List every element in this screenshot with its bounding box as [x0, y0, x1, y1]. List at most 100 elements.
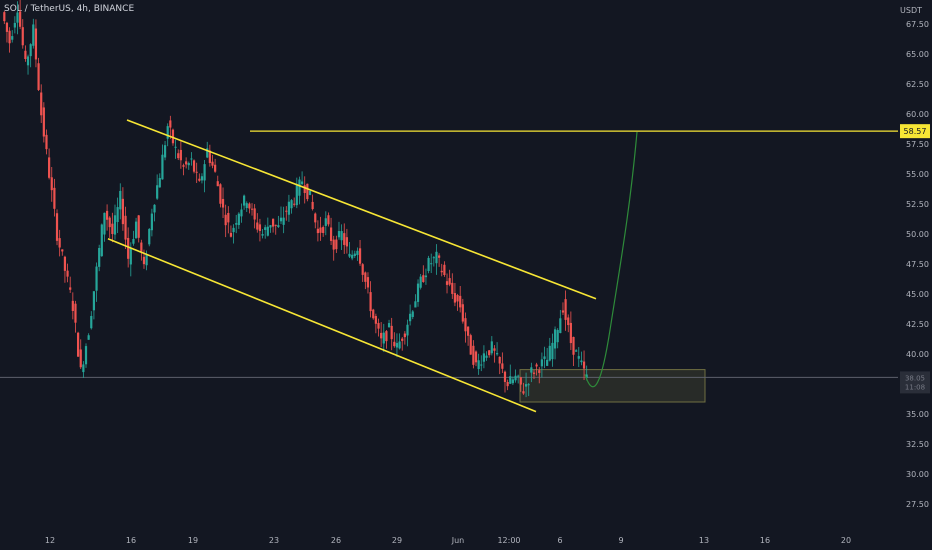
candle-body: [214, 164, 217, 172]
candle-body: [32, 24, 35, 46]
candle-body: [98, 247, 101, 267]
candle-body: [287, 201, 291, 215]
candle-body: [92, 291, 96, 311]
candle-body: [264, 227, 267, 230]
candle-body: [293, 203, 296, 205]
candle-body: [121, 198, 124, 225]
candle-body: [61, 249, 64, 252]
candle-body: [572, 336, 575, 355]
candle-body: [532, 372, 536, 374]
candle-body: [451, 282, 454, 294]
candle-body: [95, 266, 98, 291]
candle-body: [495, 353, 499, 355]
candle-body: [153, 204, 156, 213]
candle-body: [461, 304, 464, 322]
candle-body: [211, 161, 214, 166]
candle-body: [430, 263, 433, 265]
candle-body: [356, 250, 359, 256]
candle-body: [385, 331, 388, 342]
candle-body: [258, 224, 262, 231]
candle-body: [477, 360, 480, 370]
candle-body: [395, 343, 399, 348]
candle-body: [535, 364, 538, 367]
candle-body: [493, 348, 496, 351]
candle-body: [358, 248, 362, 264]
candle-body: [501, 363, 504, 369]
candle-body: [21, 27, 24, 46]
candle-body: [353, 253, 356, 257]
y-tick-label: 60.00: [906, 110, 929, 119]
candle-body: [103, 212, 106, 235]
candle-body: [132, 238, 135, 244]
current-price-label: 38.05: [905, 374, 925, 382]
candle-body: [482, 353, 486, 362]
candle-body: [272, 218, 275, 227]
candle-body: [485, 355, 488, 358]
candle-body: [414, 301, 417, 308]
candle-body: [227, 212, 230, 223]
candle-body: [221, 198, 225, 208]
candle-body: [243, 195, 246, 206]
candle-body: [237, 213, 240, 226]
candle-body: [419, 276, 422, 288]
candle-body: [538, 370, 541, 373]
y-tick-label: 52.50: [906, 200, 929, 209]
candle-body: [150, 213, 153, 231]
x-tick-label: 16: [126, 536, 136, 545]
candle-body: [187, 163, 190, 166]
candle-body: [156, 185, 159, 199]
candle-body: [332, 239, 335, 250]
y-tick-label: 40.00: [906, 350, 929, 359]
candle-body: [45, 134, 48, 150]
candle-body: [316, 228, 319, 234]
candle-body: [282, 217, 285, 225]
candle-body: [453, 293, 457, 303]
candle-body: [235, 223, 238, 225]
candle-body: [169, 120, 172, 128]
candle-body: [198, 178, 201, 181]
y-tick-label: 45.00: [906, 290, 929, 299]
candle-body: [382, 332, 385, 344]
candle-body: [90, 315, 93, 329]
candle-body: [161, 154, 164, 180]
candle-body: [364, 272, 367, 282]
candle-body: [377, 322, 380, 329]
candle-body: [163, 145, 167, 158]
projection-curve: [584, 131, 638, 388]
candle-body: [580, 360, 583, 363]
candle-body: [87, 335, 90, 340]
candle-body: [577, 356, 580, 359]
candle-body: [503, 371, 507, 382]
candle-body: [427, 257, 430, 272]
candle-body: [298, 179, 301, 196]
y-tick-label: 65.00: [906, 50, 929, 59]
candle-body: [409, 313, 412, 322]
chart-title: SOL / TetherUS, 4h, BINANCE: [4, 4, 135, 14]
candle-body: [514, 375, 517, 381]
candle-body: [440, 270, 443, 273]
candle-body: [50, 177, 53, 191]
x-tick-label: 6: [557, 536, 562, 545]
candle-body: [387, 323, 391, 328]
candle-body: [422, 275, 425, 283]
candle-body: [174, 146, 177, 148]
candle-body: [488, 350, 491, 356]
candle-body: [108, 217, 111, 228]
candle-body: [140, 242, 143, 252]
candle-body: [546, 359, 549, 366]
candle-body: [274, 224, 277, 226]
candle-body: [266, 226, 269, 236]
candle-body: [37, 63, 40, 90]
candle-body: [411, 311, 414, 317]
candle-body: [206, 148, 209, 158]
x-tick-label: Jun: [451, 536, 465, 545]
candle-body: [472, 345, 475, 365]
candle-body: [40, 92, 43, 116]
candle-body: [366, 277, 370, 288]
candle-body: [398, 341, 401, 349]
candle-body: [351, 254, 354, 259]
candle-body: [361, 264, 364, 275]
candle-body: [116, 207, 119, 223]
